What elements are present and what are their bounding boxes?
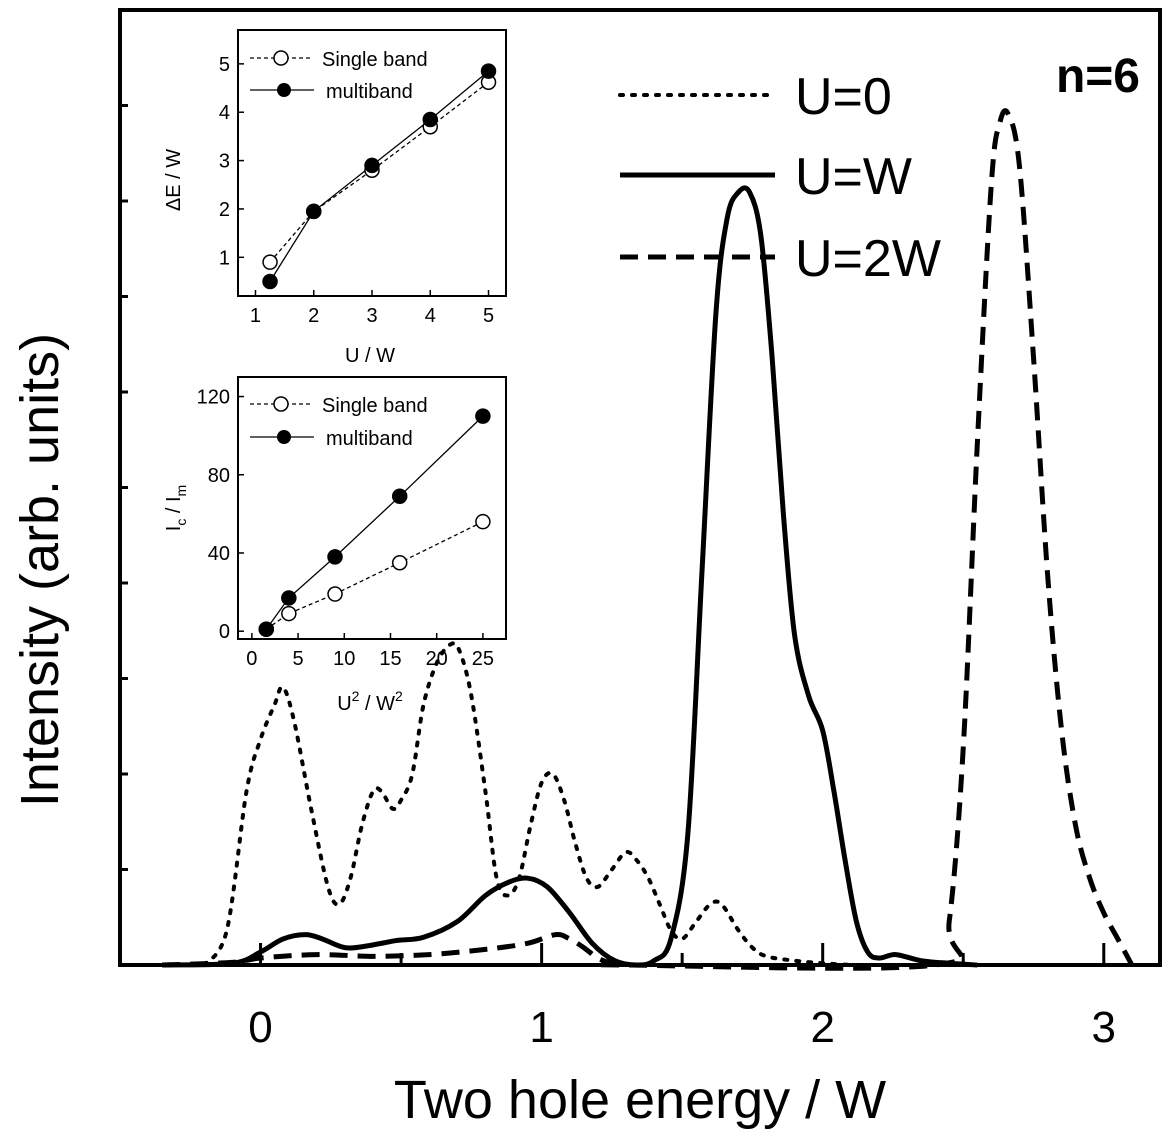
inset2-x-tick-label: 20 — [426, 648, 448, 670]
inset1-x-tick-label: 3 — [366, 305, 377, 327]
inset2-legend: Single band multiband — [250, 395, 428, 450]
main-y-axis-title: Intensity (arb. units) — [10, 333, 70, 807]
inset2-series-layer: 0 5 10 15 20 25 0 40 80 120 — [197, 387, 494, 670]
inset1-point-filled — [262, 273, 278, 290]
inset2-y-tick-label: 40 — [208, 543, 230, 565]
inset1-point-filled — [364, 157, 380, 174]
inset2-y-tick-label: 80 — [208, 465, 230, 487]
main-series-line-3 — [162, 108, 1135, 971]
inset2-point-open — [327, 586, 343, 602]
inset2-point-open — [391, 554, 408, 571]
inset1-legend-marker-single — [273, 50, 289, 66]
inset1-legend-marker-multi — [277, 83, 291, 97]
inset2-xlabel-sep: / W — [359, 693, 395, 715]
main-x-tick-label: 2 — [810, 1003, 834, 1052]
main-ticks-layer: 0 1 2 3 — [118, 104, 1116, 1052]
legend-label-u2w: U=2W — [795, 230, 941, 288]
legend-label-u0: U=0 — [795, 68, 892, 126]
main-x-tick-label: 0 — [248, 1003, 272, 1052]
inset2-point-filled — [281, 590, 297, 606]
main-x-tick-label: 1 — [529, 1003, 553, 1052]
inset1-point-filled — [305, 203, 322, 220]
inset2-point-filled — [391, 488, 408, 505]
inset2-y-axis-title: Ic / Im — [163, 485, 189, 531]
inset1-y-tick-label: 4 — [219, 102, 230, 124]
inset1-y-tick-label: 5 — [219, 54, 230, 76]
main-series-layer — [162, 108, 1135, 971]
inset1-legend: Single band multiband — [250, 49, 428, 103]
inset1-series-layer: 1 2 3 4 5 1 2 3 4 5 — [219, 54, 497, 327]
main-x-tick-label: 3 — [1092, 1003, 1116, 1052]
inset1-series-line-1 — [269, 81, 489, 263]
inset1-y-tick-label: 3 — [219, 151, 230, 173]
inset2-ylabel-sep: / I — [163, 496, 185, 518]
inset2-x-tick-label: 25 — [472, 648, 494, 670]
inset2-ylabel-sub2: m — [173, 485, 189, 497]
inset2-x-tick-label: 5 — [293, 648, 304, 670]
main-series-line-1 — [202, 641, 853, 967]
main-legend: U=0 U=W U=2W — [618, 68, 941, 288]
inset2-x-tick-label: 0 — [246, 648, 257, 670]
inset2-xlabel-base: U — [337, 693, 351, 715]
inset2-xlabel-sup: 2 — [395, 688, 403, 704]
inset2-x-tick-label: 15 — [379, 648, 401, 670]
inset2-xlabel-base-sup: 2 — [352, 688, 360, 704]
inset2-point-filled — [258, 621, 275, 637]
main-series-line-2 — [162, 185, 978, 968]
inset2-legend-label-multi: multiband — [326, 428, 413, 450]
inset1-y-axis-title: ΔE / W — [163, 149, 185, 211]
inset1-point-filled — [422, 111, 439, 128]
inset1-legend-label-multi: multiband — [326, 81, 413, 103]
inset2-legend-marker-single — [273, 396, 289, 412]
inset2-x-tick-label: 10 — [333, 648, 355, 670]
inset1-x-axis-title: U / W — [345, 345, 395, 367]
inset1-point-filled — [480, 63, 497, 79]
inset2-point-filled — [475, 408, 491, 424]
inset2-y-tick-label: 120 — [197, 387, 230, 409]
inset1-point-open — [262, 254, 278, 270]
inset2-legend-label-single: Single band — [322, 395, 428, 417]
inset2-point-open — [281, 605, 297, 622]
legend-label-uw: U=W — [795, 148, 912, 206]
inset1-y-tick-label: 1 — [219, 247, 230, 269]
inset1-x-tick-label: 4 — [425, 305, 436, 327]
inset2-x-axis-title: U2 / W2 — [337, 688, 403, 715]
inset-delta-e-chart: 1 2 3 4 5 1 2 3 4 5 U / W ΔE / W Single band mult… — [163, 29, 507, 367]
inset2-y-tick-label: 0 — [219, 621, 230, 643]
inset2-legend-marker-multi — [277, 430, 291, 444]
inset1-x-tick-label: 5 — [483, 305, 494, 327]
main-chart: 0 1 2 3 Two hole energy / W Intensity (arb.… — [10, 8, 1162, 1130]
inset1-legend-label-single: Single band — [322, 49, 428, 71]
inset1-y-tick-label: 2 — [219, 199, 230, 221]
inset2-point-filled — [327, 549, 343, 565]
inset1-x-tick-label: 2 — [308, 305, 319, 327]
inset2-ylabel-base: I — [163, 526, 185, 532]
inset1-x-tick-label: 1 — [250, 305, 261, 327]
inset2-ylabel-sub1: c — [173, 519, 189, 526]
main-x-axis-title: Two hole energy / W — [394, 1070, 886, 1130]
inset2-point-open — [475, 513, 491, 530]
panel-label: n=6 — [1056, 50, 1140, 103]
